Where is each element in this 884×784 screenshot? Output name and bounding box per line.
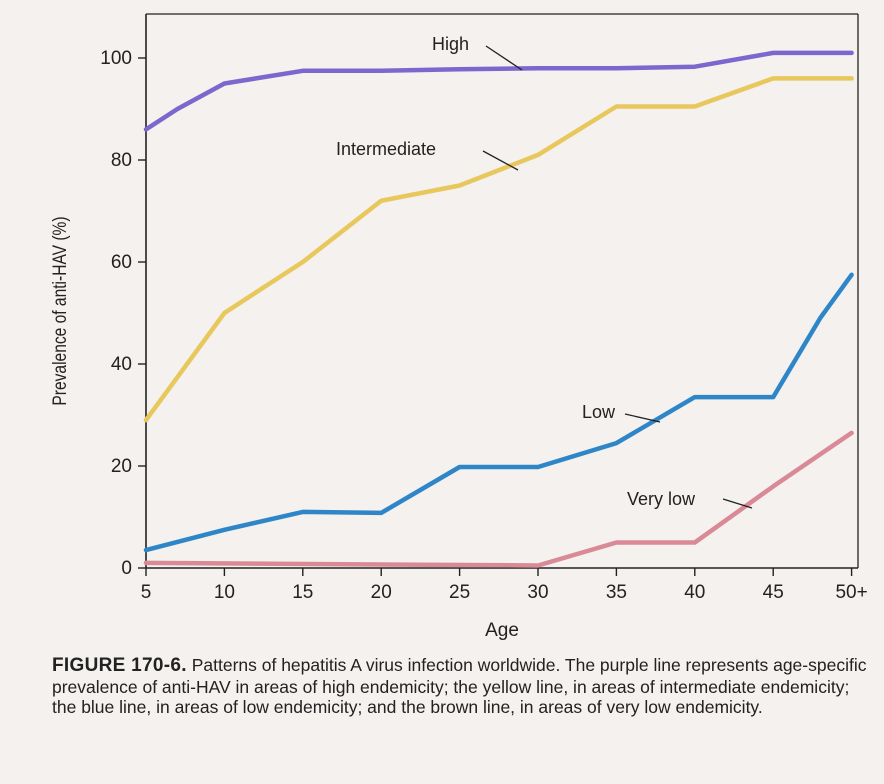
figure-caption-text: Patterns of hepatitis A virus infection …	[52, 655, 867, 718]
labels: High Intermediate Low Very low	[336, 34, 753, 509]
series-line-intermediate	[143, 76, 854, 423]
line-chart: 0 20 40 60 80 100 5 10 15 20 25 30 35 40 45 50+ Age Preva…	[49, 13, 868, 641]
y-tick-label: 40	[111, 354, 132, 375]
series-label-very-low: Very low	[627, 489, 696, 509]
x-axis-title: Age	[485, 620, 519, 641]
series-label-leader-low	[624, 413, 661, 423]
series-label-low: Low	[582, 402, 616, 422]
series-label-leader-high	[485, 45, 523, 71]
series-layer	[143, 50, 854, 568]
x-tick-label: 40	[684, 582, 705, 603]
figure-caption: FIGURE 170-6. Patterns of hepatitis A vi…	[52, 655, 870, 718]
figure-caption-label: FIGURE 170-6.	[52, 655, 187, 676]
series-line-high	[143, 50, 854, 132]
series-label-leader-very-low	[722, 498, 753, 509]
x-tick-label: 20	[371, 582, 392, 603]
x-tick-label: 15	[292, 582, 313, 603]
x-tick-label: 35	[606, 582, 627, 603]
axes: 0 20 40 60 80 100 5 10 15 20 25 30 35 40 45 50+ Age Preva…	[49, 13, 868, 641]
series-label-leader-intermediate	[482, 150, 519, 171]
x-tick-label: 45	[763, 582, 784, 603]
series-label-intermediate: Intermediate	[336, 139, 436, 159]
y-tick-label: 80	[111, 150, 132, 171]
x-tick-label: 5	[141, 582, 152, 603]
x-tick-label: 25	[449, 582, 470, 603]
series-line-low	[143, 272, 854, 553]
x-tick-label: 30	[527, 582, 548, 603]
y-tick-label: 100	[100, 48, 132, 69]
y-tick-label: 20	[111, 456, 132, 477]
y-tick-label: 0	[121, 558, 132, 579]
series-line-very-low	[143, 430, 854, 568]
x-tick-label: 10	[214, 582, 235, 603]
x-tick-label: 50+	[835, 582, 867, 603]
series-label-high: High	[432, 34, 469, 54]
y-tick-label: 60	[111, 252, 132, 273]
y-axis-title: Prevalence of anti-HAV (%)	[49, 216, 71, 405]
